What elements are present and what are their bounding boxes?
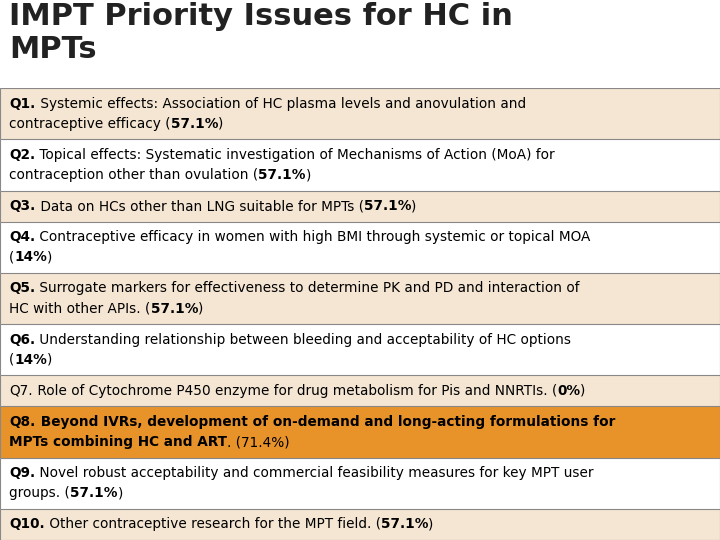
Text: ): ) (198, 302, 203, 315)
Text: 57.1%: 57.1% (381, 517, 428, 531)
Text: ): ) (580, 384, 585, 398)
Text: ): ) (218, 117, 224, 131)
Text: 57.1%: 57.1% (364, 199, 411, 213)
Text: Contraceptive efficacy in women with high BMI through systemic or topical MOA: Contraceptive efficacy in women with hig… (35, 230, 591, 244)
Text: 14%: 14% (14, 353, 48, 367)
Text: HC with other APIs. (: HC with other APIs. ( (9, 302, 150, 315)
Text: Q9.: Q9. (9, 466, 35, 480)
Text: Novel robust acceptability and commercial feasibility measures for key MPT user: Novel robust acceptability and commercia… (35, 466, 594, 480)
Text: (: ( (9, 353, 14, 367)
Text: Q2.: Q2. (9, 148, 35, 162)
Text: Q3.: Q3. (9, 199, 35, 213)
Text: 57.1%: 57.1% (171, 117, 218, 131)
Text: Q5.: Q5. (9, 281, 35, 295)
Text: . (71.4%): . (71.4%) (228, 435, 290, 449)
Text: Surrogate markers for effectiveness to determine PK and PD and interaction of: Surrogate markers for effectiveness to d… (35, 281, 580, 295)
Text: Q7.: Q7. (9, 384, 33, 398)
Text: Systemic effects: Association of HC plasma levels and anovulation and: Systemic effects: Association of HC plas… (35, 97, 526, 111)
Text: MPTs combining HC and ART: MPTs combining HC and ART (9, 435, 228, 449)
Text: contraception other than ovulation (: contraception other than ovulation ( (9, 168, 258, 182)
Text: ): ) (48, 353, 53, 367)
Text: ): ) (117, 487, 123, 501)
Text: Understanding relationship between bleeding and acceptability of HC options: Understanding relationship between bleed… (35, 333, 572, 347)
Text: ): ) (306, 168, 311, 182)
Text: 57.1%: 57.1% (70, 487, 117, 501)
Text: Data on HCs other than LNG suitable for MPTs (: Data on HCs other than LNG suitable for … (35, 199, 364, 213)
Text: ): ) (428, 517, 433, 531)
Text: Q8.: Q8. (9, 415, 35, 429)
Text: 0%: 0% (557, 384, 580, 398)
Text: groups. (: groups. ( (9, 487, 70, 501)
Text: Other contraceptive research for the MPT field. (: Other contraceptive research for the MPT… (45, 517, 381, 531)
Text: Q4.: Q4. (9, 230, 35, 244)
Text: ): ) (411, 199, 416, 213)
Text: (: ( (9, 251, 14, 265)
Text: Q6.: Q6. (9, 333, 35, 347)
Text: Beyond IVRs, development of on-demand and long-acting formulations for: Beyond IVRs, development of on-demand an… (35, 415, 615, 429)
Text: ): ) (48, 251, 53, 265)
Text: contraceptive efficacy (: contraceptive efficacy ( (9, 117, 171, 131)
Text: Role of Cytochrome P450 enzyme for drug metabolism for Pis and NNRTIs. (: Role of Cytochrome P450 enzyme for drug … (33, 384, 557, 398)
Text: Topical effects: Systematic investigation of Mechanisms of Action (MoA) for: Topical effects: Systematic investigatio… (35, 148, 555, 162)
Text: Q1.: Q1. (9, 97, 35, 111)
Text: 14%: 14% (14, 251, 48, 265)
Text: IMPT Priority Issues for HC in
MPTs: IMPT Priority Issues for HC in MPTs (9, 2, 513, 64)
Text: Q10.: Q10. (9, 517, 45, 531)
Text: 57.1%: 57.1% (258, 168, 306, 182)
Text: 57.1%: 57.1% (150, 302, 198, 315)
